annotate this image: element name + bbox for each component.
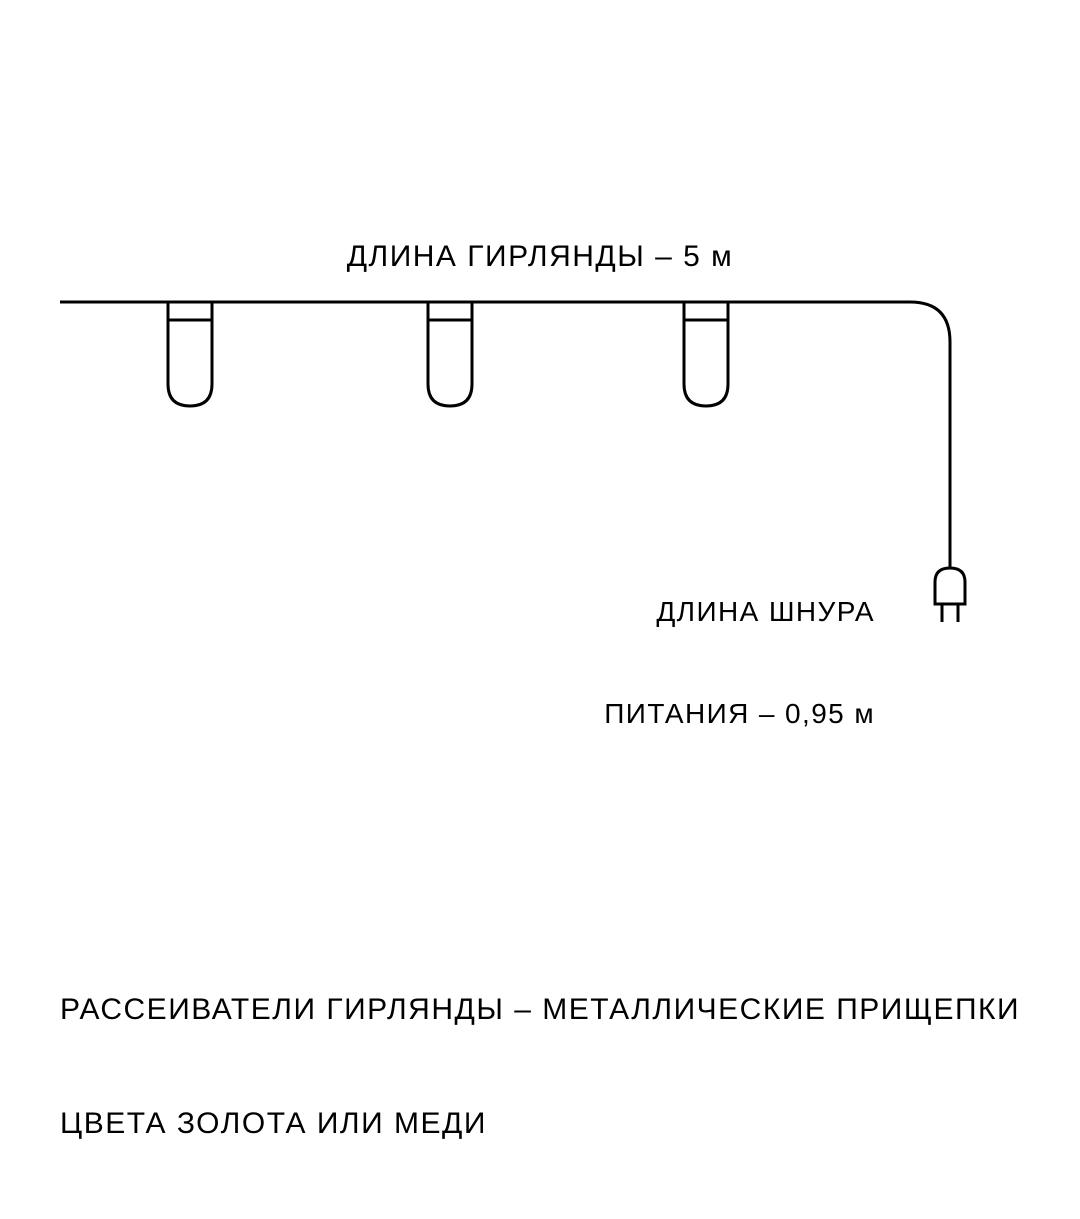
bulb-body — [684, 320, 728, 406]
bulb-collar — [168, 302, 212, 320]
cord-length-line1: ДЛИНА ШНУРА — [604, 595, 875, 629]
diagram-canvas: ДЛИНА ГИРЛЯНДЫ – 5 м ДЛИНА ШНУРА ПИТАНИЯ… — [0, 0, 1080, 1080]
garland-length-label: ДЛИНА ГИРЛЯНДЫ – 5 м — [0, 240, 1080, 274]
cord-length-label: ДЛИНА ШНУРА ПИТАНИЯ – 0,95 м — [604, 527, 875, 799]
diffusers-description: РАССЕИВАТЕЛИ ГИРЛЯНДЫ – МЕТАЛЛИЧЕСКИЕ ПР… — [60, 915, 1020, 1219]
diffusers-line1: РАССЕИВАТЕЛИ ГИРЛЯНДЫ – МЕТАЛЛИЧЕСКИЕ ПР… — [60, 991, 1020, 1029]
bulb-body — [168, 320, 212, 406]
diffusers-line2: ЦВЕТА ЗОЛОТА ИЛИ МЕДИ — [60, 1105, 1020, 1143]
plug-body — [935, 568, 965, 604]
bulb-collar — [684, 302, 728, 320]
bulb-collar — [428, 302, 472, 320]
bulb-body — [428, 320, 472, 406]
cord-length-line2: ПИТАНИЯ – 0,95 м — [604, 697, 875, 731]
